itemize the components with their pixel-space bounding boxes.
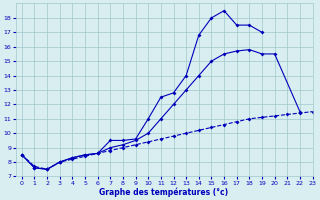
X-axis label: Graphe des températures (°c): Graphe des températures (°c) (100, 187, 228, 197)
